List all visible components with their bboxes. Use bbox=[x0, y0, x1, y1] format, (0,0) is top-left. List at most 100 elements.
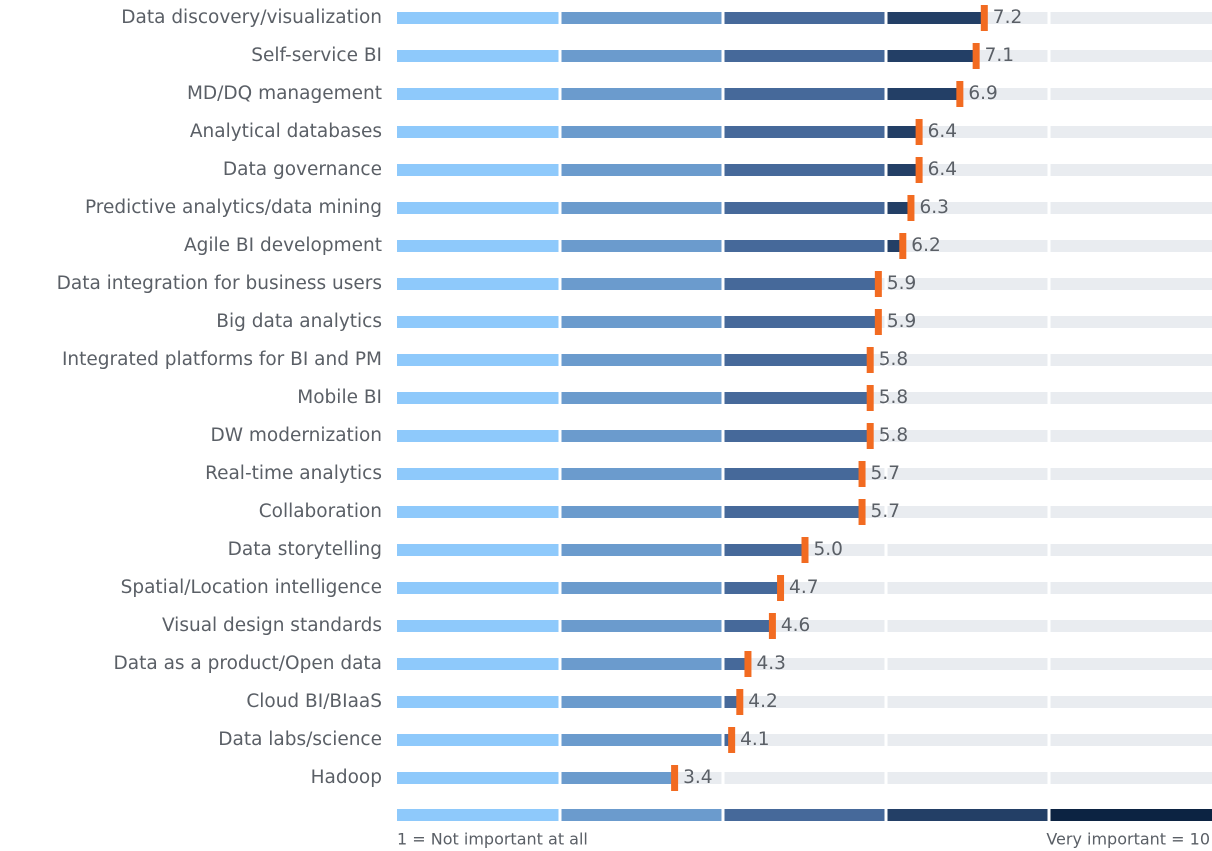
bar-segment bbox=[397, 278, 559, 290]
value-label: 6.2 bbox=[911, 235, 940, 256]
category-label: Big data analytics bbox=[216, 311, 382, 332]
category-label: MD/DQ management bbox=[187, 83, 382, 104]
bar-segment bbox=[397, 734, 559, 746]
value-marker bbox=[907, 195, 915, 221]
bar-segment bbox=[561, 164, 722, 176]
track-segment bbox=[724, 658, 885, 670]
bar-segment bbox=[724, 12, 885, 24]
bar-segment bbox=[887, 126, 919, 138]
track-segment bbox=[1050, 88, 1212, 100]
value-marker bbox=[866, 423, 874, 449]
category-label: Data governance bbox=[223, 159, 382, 180]
track-segment bbox=[1050, 50, 1212, 62]
value-marker bbox=[972, 43, 980, 69]
scale-high-label: Very important = 10 bbox=[1046, 830, 1210, 849]
track-segment bbox=[724, 696, 885, 708]
track-segment bbox=[1050, 620, 1212, 632]
category-label: Spatial/Location intelligence bbox=[121, 577, 382, 598]
track-segment bbox=[887, 696, 1048, 708]
bar-segment bbox=[561, 468, 722, 480]
track-segment bbox=[887, 392, 1048, 404]
category-label: Real-time analytics bbox=[205, 463, 382, 484]
bar-segment bbox=[561, 620, 722, 632]
track-segment bbox=[1050, 164, 1212, 176]
scale-legend-segment bbox=[561, 809, 722, 821]
value-label: 5.9 bbox=[887, 311, 916, 332]
category-label: Analytical databases bbox=[190, 121, 382, 142]
track-segment bbox=[887, 734, 1048, 746]
value-marker bbox=[858, 499, 866, 525]
track-segment bbox=[724, 734, 885, 746]
value-marker bbox=[671, 765, 679, 791]
bar-segment bbox=[887, 88, 960, 100]
track-segment bbox=[1050, 696, 1212, 708]
value-label: 3.4 bbox=[683, 767, 712, 788]
category-label: Data as a product/Open data bbox=[114, 653, 382, 674]
bar-segment bbox=[561, 50, 722, 62]
scale-legend-segment bbox=[1050, 809, 1212, 821]
track-segment bbox=[1050, 278, 1212, 290]
value-label: 6.9 bbox=[968, 83, 997, 104]
bar-segment bbox=[887, 202, 911, 214]
bar-segment bbox=[397, 696, 559, 708]
category-label: Data integration for business users bbox=[57, 273, 382, 294]
bar-segment bbox=[724, 620, 772, 632]
value-label: 5.8 bbox=[879, 349, 908, 370]
category-label: Predictive analytics/data mining bbox=[85, 197, 382, 218]
category-label: Data storytelling bbox=[228, 539, 382, 560]
track-segment bbox=[1050, 126, 1212, 138]
track-segment bbox=[887, 506, 1048, 518]
bar-segment bbox=[887, 12, 984, 24]
bar-segment bbox=[397, 658, 559, 670]
bar-segment bbox=[397, 126, 559, 138]
value-label: 4.2 bbox=[748, 691, 777, 712]
bar-segment bbox=[397, 430, 559, 442]
bar-segment bbox=[561, 506, 722, 518]
bar-segment bbox=[561, 734, 722, 746]
value-label: 4.6 bbox=[781, 615, 810, 636]
track-segment bbox=[1050, 734, 1212, 746]
value-label: 6.4 bbox=[928, 121, 957, 142]
track-segment bbox=[1050, 544, 1212, 556]
bar-segment bbox=[397, 392, 559, 404]
track-segment bbox=[1050, 430, 1212, 442]
value-label: 7.1 bbox=[985, 45, 1014, 66]
bar-segment bbox=[561, 126, 722, 138]
bar-segment bbox=[887, 240, 903, 252]
bar-segment bbox=[397, 544, 559, 556]
bar-segment bbox=[561, 430, 722, 442]
bar-segment bbox=[561, 658, 722, 670]
bar-segment bbox=[724, 734, 732, 746]
bar-segment bbox=[887, 164, 919, 176]
value-label: 6.3 bbox=[919, 197, 948, 218]
bar-segment bbox=[561, 88, 722, 100]
bar-segment bbox=[724, 658, 748, 670]
track-segment bbox=[887, 620, 1048, 632]
bar-segment bbox=[724, 278, 878, 290]
bar-segment bbox=[561, 354, 722, 366]
bar-segment bbox=[724, 506, 862, 518]
bar-segment bbox=[397, 240, 559, 252]
category-label: Data labs/science bbox=[218, 729, 382, 750]
track-segment bbox=[1050, 240, 1212, 252]
category-label: Mobile BI bbox=[297, 387, 382, 408]
value-marker bbox=[915, 157, 923, 183]
bar-segment bbox=[724, 126, 885, 138]
bar-segment bbox=[724, 354, 870, 366]
bar-segment bbox=[887, 50, 976, 62]
category-label: Hadoop bbox=[311, 767, 382, 788]
value-label: 7.2 bbox=[993, 7, 1022, 28]
bar-segment bbox=[724, 544, 805, 556]
bar-segment bbox=[561, 392, 722, 404]
bar-segment bbox=[561, 12, 722, 24]
track-segment bbox=[1050, 392, 1212, 404]
category-label: Visual design standards bbox=[162, 615, 382, 636]
value-marker bbox=[874, 271, 882, 297]
bar-segment bbox=[724, 392, 870, 404]
track-segment bbox=[887, 202, 1048, 214]
value-label: 5.0 bbox=[814, 539, 843, 560]
bar-segment bbox=[397, 50, 559, 62]
track-segment bbox=[1050, 12, 1212, 24]
value-label: 5.8 bbox=[879, 425, 908, 446]
